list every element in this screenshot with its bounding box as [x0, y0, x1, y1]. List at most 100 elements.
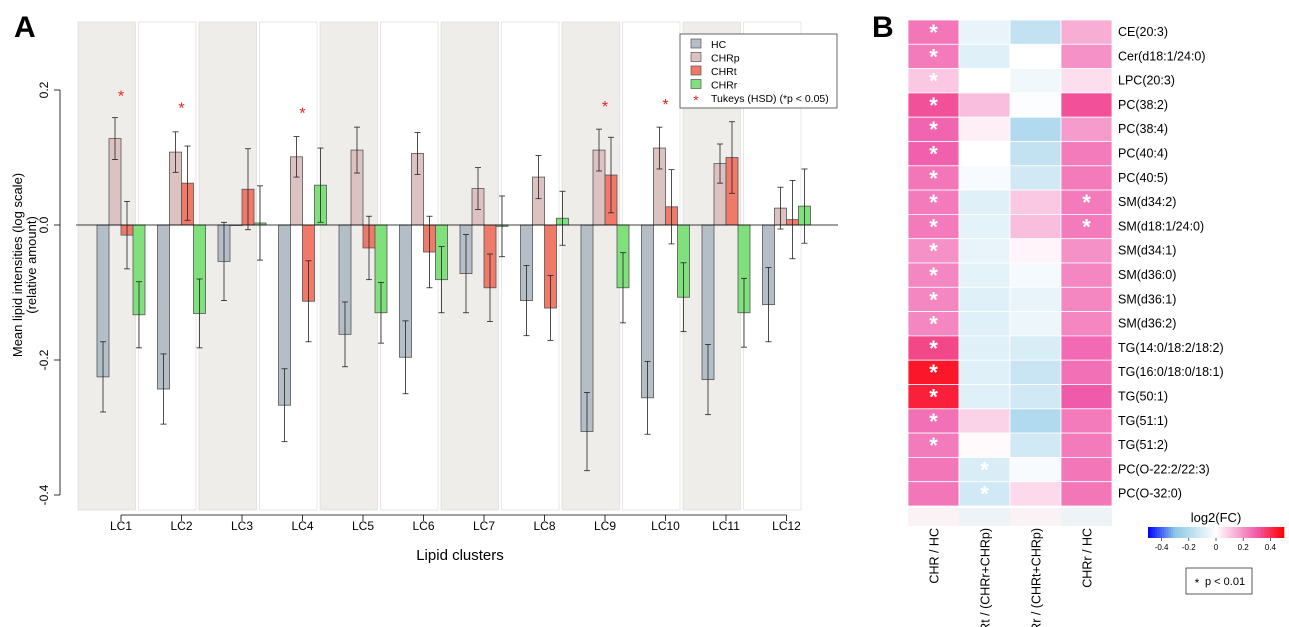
row-label-12: SM(d36:2)	[1118, 317, 1176, 331]
heatmap-star-r13-c0: *	[929, 336, 938, 361]
heatmap-star-r1-c0: *	[929, 44, 938, 69]
error-bar-CHRp-LC7	[475, 167, 481, 210]
heatmap-star-r7-c0: *	[929, 190, 938, 215]
x-axis-label: Lipid clusters	[416, 547, 504, 564]
heatmap-star-r17-c0: *	[929, 433, 938, 458]
colorbar-step	[1272, 527, 1276, 538]
colorbar-step	[1150, 527, 1153, 538]
colorbar-step	[1177, 527, 1181, 538]
x-tick-label-LC8: LC8	[533, 519, 555, 533]
colorbar-step	[1238, 527, 1242, 538]
heatmap-cell-r3-c0	[907, 92, 960, 118]
colorbar-step	[1220, 527, 1224, 538]
heatmap-cell-r7-c0	[907, 189, 960, 215]
heatmap-star-r16-c0: *	[929, 409, 938, 434]
colorbar-step	[1159, 527, 1162, 538]
heatmap-cell-r5-c1	[958, 141, 1011, 167]
colorbar-step	[1182, 527, 1185, 538]
y-tick-label: 0.0	[37, 216, 51, 233]
error-bar-HC-LC3	[221, 221, 227, 302]
legend-label-3: CHRr	[711, 80, 738, 92]
error-bar-HC-LC12	[765, 267, 772, 343]
heatmap-cell-r17-c3	[1060, 432, 1113, 458]
x-tick-label-LC5: LC5	[352, 519, 374, 533]
error-bar-CHRr-LC11	[741, 277, 747, 348]
legend-star: *	[693, 92, 699, 108]
colorbar-step	[1152, 527, 1156, 538]
colorbar-step	[1231, 527, 1235, 538]
heatmap-cell-r3-c3	[1060, 92, 1113, 118]
error-bar-HC-LC11	[705, 344, 711, 416]
row-label-7: SM(d34:2)	[1118, 195, 1176, 209]
row-labels: CE(20:3) Cer(d18:1/24:0) LPC(20:3) PC(38:2)…	[1118, 25, 1224, 501]
row-label-13: TG(14:0/18:2/18:2)	[1118, 341, 1224, 355]
column-label-3: CHRr / HC	[1081, 528, 1095, 588]
error-bar-HC-LC9	[584, 391, 590, 472]
heatmap-cell-r5-c2	[1009, 141, 1062, 167]
panel-a-label: A	[14, 11, 36, 44]
error-bar-HC-LC8	[523, 265, 530, 337]
heatmap-cell-r18-c2	[1009, 456, 1062, 483]
colorbar-step	[1277, 527, 1280, 538]
heatmap-cell-r16-c1	[958, 408, 1011, 434]
heatmap-cell-r14-c3	[1060, 359, 1113, 385]
error-bar-CHRt-LC9	[608, 136, 614, 214]
star-legend-label: p < 0.01	[1205, 576, 1245, 588]
y-axis-label-line1: Mean lipid intensities (log scale)	[10, 173, 25, 357]
column-strip-1	[959, 508, 1010, 526]
heatmap-cell-r0-c0	[907, 19, 960, 45]
heatmap-star-r3-c0: *	[929, 93, 938, 118]
error-bar-CHRt-LC4	[305, 260, 312, 343]
colorbar-step	[1222, 527, 1226, 538]
heatmap-cell-r17-c0	[907, 432, 960, 458]
error-bar-CHRt-LC12	[789, 180, 796, 260]
colorbar-step	[1279, 527, 1283, 538]
colorbar-step	[1227, 527, 1230, 538]
heatmap-star-r18-c1: *	[980, 457, 989, 482]
error-bar-CHRp-LC2	[172, 131, 179, 173]
error-bar-CHRr-LC6	[438, 246, 445, 314]
heatmap-cell-r18-c1	[958, 456, 1011, 483]
heatmap-cell-r16-c0	[907, 408, 960, 434]
legend-label-4: Tukeys (HSD) (*p < 0.05)	[711, 93, 829, 105]
colorbar-tick-label: 0.2	[1238, 543, 1250, 552]
heatmap-star-r19-c1: *	[980, 482, 989, 507]
bar-chart: * * * * * -0.4 -0.2 0.0 0.2 LC1 LC2 LC3 LC4 LC5 LC6 LC…	[10, 21, 838, 564]
heatmap-cells: ******** ** ************	[907, 19, 1113, 507]
colorbar-step	[1234, 527, 1237, 538]
row-label-16: TG(51:1)	[1118, 414, 1168, 428]
heatmap-cell-r1-c3	[1060, 43, 1113, 69]
heatmap-cell-r19-c1	[958, 481, 1011, 507]
heatmap-cell-r1-c1	[958, 43, 1011, 69]
heatmap-cell-r3-c1	[958, 92, 1011, 118]
legend-swatch-CHRp	[690, 52, 702, 62]
heatmap-cell-r16-c3	[1060, 408, 1113, 434]
star-legend: * p < 0.01	[1185, 567, 1253, 595]
colorbar-step	[1263, 527, 1267, 538]
colorbar-step	[1254, 527, 1258, 538]
significance-stars: * * * * *	[118, 88, 669, 122]
colorbar-step	[1250, 527, 1253, 538]
panel-b-label: B	[872, 11, 894, 44]
error-bar-CHRp-LC5	[354, 126, 360, 174]
heatmap-cell-r0-c1	[958, 19, 1011, 45]
row-label-0: CE(20:3)	[1118, 25, 1168, 39]
heatmap-cell-r16-c2	[1009, 408, 1062, 434]
heatmap-cell-r6-c2	[1009, 165, 1062, 191]
heatmap-cell-r10-c1	[958, 262, 1011, 288]
error-bar-CHRp-LC11	[717, 143, 723, 184]
x-tick-label-LC7: LC7	[473, 519, 495, 533]
heatmap-star-r2-c0: *	[929, 69, 938, 94]
sig-star-LC1: *	[118, 88, 124, 105]
heatmap-cell-r5-c3	[1060, 141, 1113, 167]
heatmap-cell-r11-c0	[907, 286, 960, 312]
error-bar-HC-LC5	[342, 301, 348, 368]
colorbar-step	[1148, 527, 1151, 538]
error-bar-CHRp-LC10	[656, 126, 663, 170]
heatmap-cell-r4-c0	[907, 116, 960, 142]
colorbar-step	[1168, 527, 1171, 538]
error-bar-CHRp-LC8	[535, 155, 542, 200]
row-label-2: LPC(20:3)	[1118, 74, 1175, 88]
heatmap-star-r9-c0: *	[929, 239, 938, 264]
error-bar-CHRr-LC4	[317, 147, 324, 223]
